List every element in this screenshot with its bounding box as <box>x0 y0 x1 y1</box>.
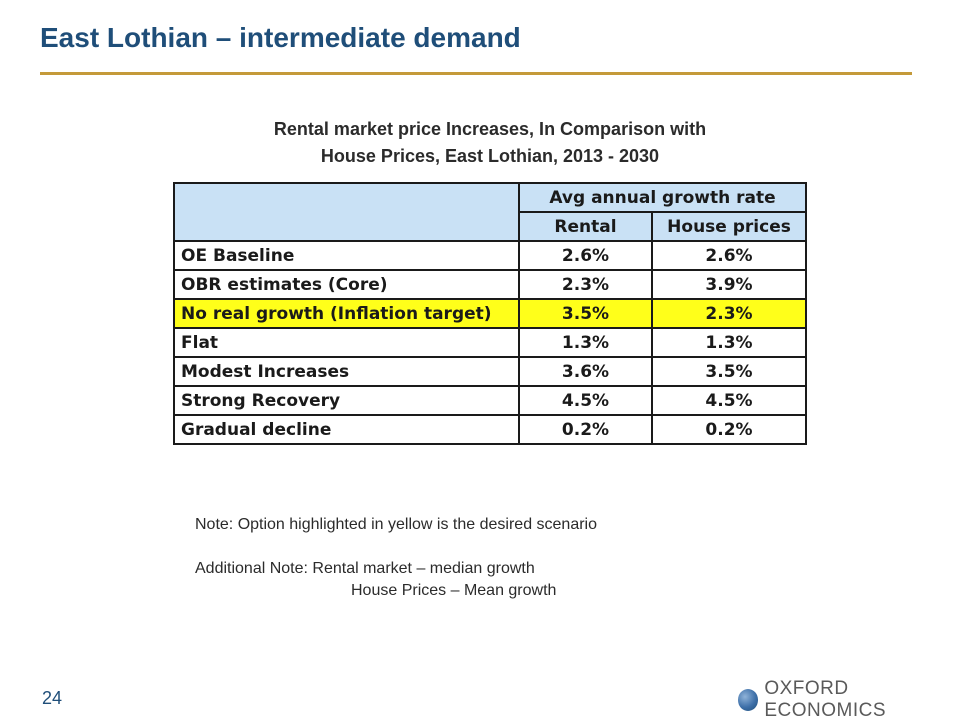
table-row: Gradual decline 0.2% 0.2% <box>173 414 807 445</box>
house-value: 1.3% <box>651 327 807 358</box>
row-label: OE Baseline <box>173 240 520 271</box>
row-label: Flat <box>173 327 520 358</box>
logo-text: OXFORD ECONOMICS <box>764 678 887 721</box>
rental-value: 1.3% <box>518 327 653 358</box>
header-blank-cell <box>173 182 520 242</box>
table-row: Strong Recovery 4.5% 4.5% <box>173 385 807 416</box>
additional-note-line1: Additional Note: Rental market – median … <box>195 560 535 577</box>
column-header-rental: Rental <box>518 211 653 242</box>
additional-note-line2: House Prices – Mean growth <box>351 582 557 599</box>
rental-value: 2.6% <box>518 240 653 271</box>
row-label: No real growth (Inflation target) <box>173 298 520 329</box>
house-value: 4.5% <box>651 385 807 416</box>
rental-value: 3.6% <box>518 356 653 387</box>
rental-value: 4.5% <box>518 385 653 416</box>
oxford-economics-logo: OXFORD ECONOMICS <box>738 678 960 722</box>
house-value: 3.9% <box>651 269 807 300</box>
table-title: Rental market price Increases, In Compar… <box>140 116 840 170</box>
table-subheader-row: Rental House prices <box>174 211 807 242</box>
note-highlight-explanation: Note: Option highlighted in yellow is th… <box>195 516 598 533</box>
table-row-highlighted: No real growth (Inflation target) 3.5% 2… <box>173 298 807 329</box>
rental-value: 0.2% <box>518 414 653 445</box>
table-title-line1: Rental market price Increases, In Compar… <box>273 119 707 139</box>
row-label: Strong Recovery <box>173 385 520 416</box>
row-label: OBR estimates (Core) <box>173 269 520 300</box>
table-row: OE Baseline 2.6% 2.6% <box>173 240 807 271</box>
row-label: Modest Increases <box>173 356 520 387</box>
house-value: 2.3% <box>651 298 807 329</box>
row-label: Gradual decline <box>173 414 520 445</box>
page-number: 24 <box>42 688 63 708</box>
house-value: 0.2% <box>651 414 807 445</box>
growth-table-container: Avg annual growth rate Rental House pric… <box>173 182 807 488</box>
house-value: 2.6% <box>651 240 807 271</box>
column-header-house-prices: House prices <box>651 211 807 242</box>
house-value: 3.5% <box>651 356 807 387</box>
table-title-line2: House Prices, East Lothian, 2013 - 2030 <box>320 146 660 166</box>
notes-block: Note: Option highlighted in yellow is th… <box>195 514 665 602</box>
rental-value: 3.5% <box>518 298 653 329</box>
growth-table: Avg annual growth rate Rental House pric… <box>173 182 807 445</box>
globe-icon <box>738 689 759 711</box>
table-row: OBR estimates (Core) 2.3% 3.9% <box>173 269 807 300</box>
table-row: Flat 1.3% 1.3% <box>173 327 807 358</box>
title-divider <box>40 72 912 75</box>
group-header: Avg annual growth rate <box>518 182 807 213</box>
rental-value: 2.3% <box>518 269 653 300</box>
table-row: Modest Increases 3.6% 3.5% <box>173 356 807 387</box>
slide-title: East Lothian – intermediate demand <box>40 22 521 53</box>
table-header-row: Avg annual growth rate <box>173 182 807 242</box>
